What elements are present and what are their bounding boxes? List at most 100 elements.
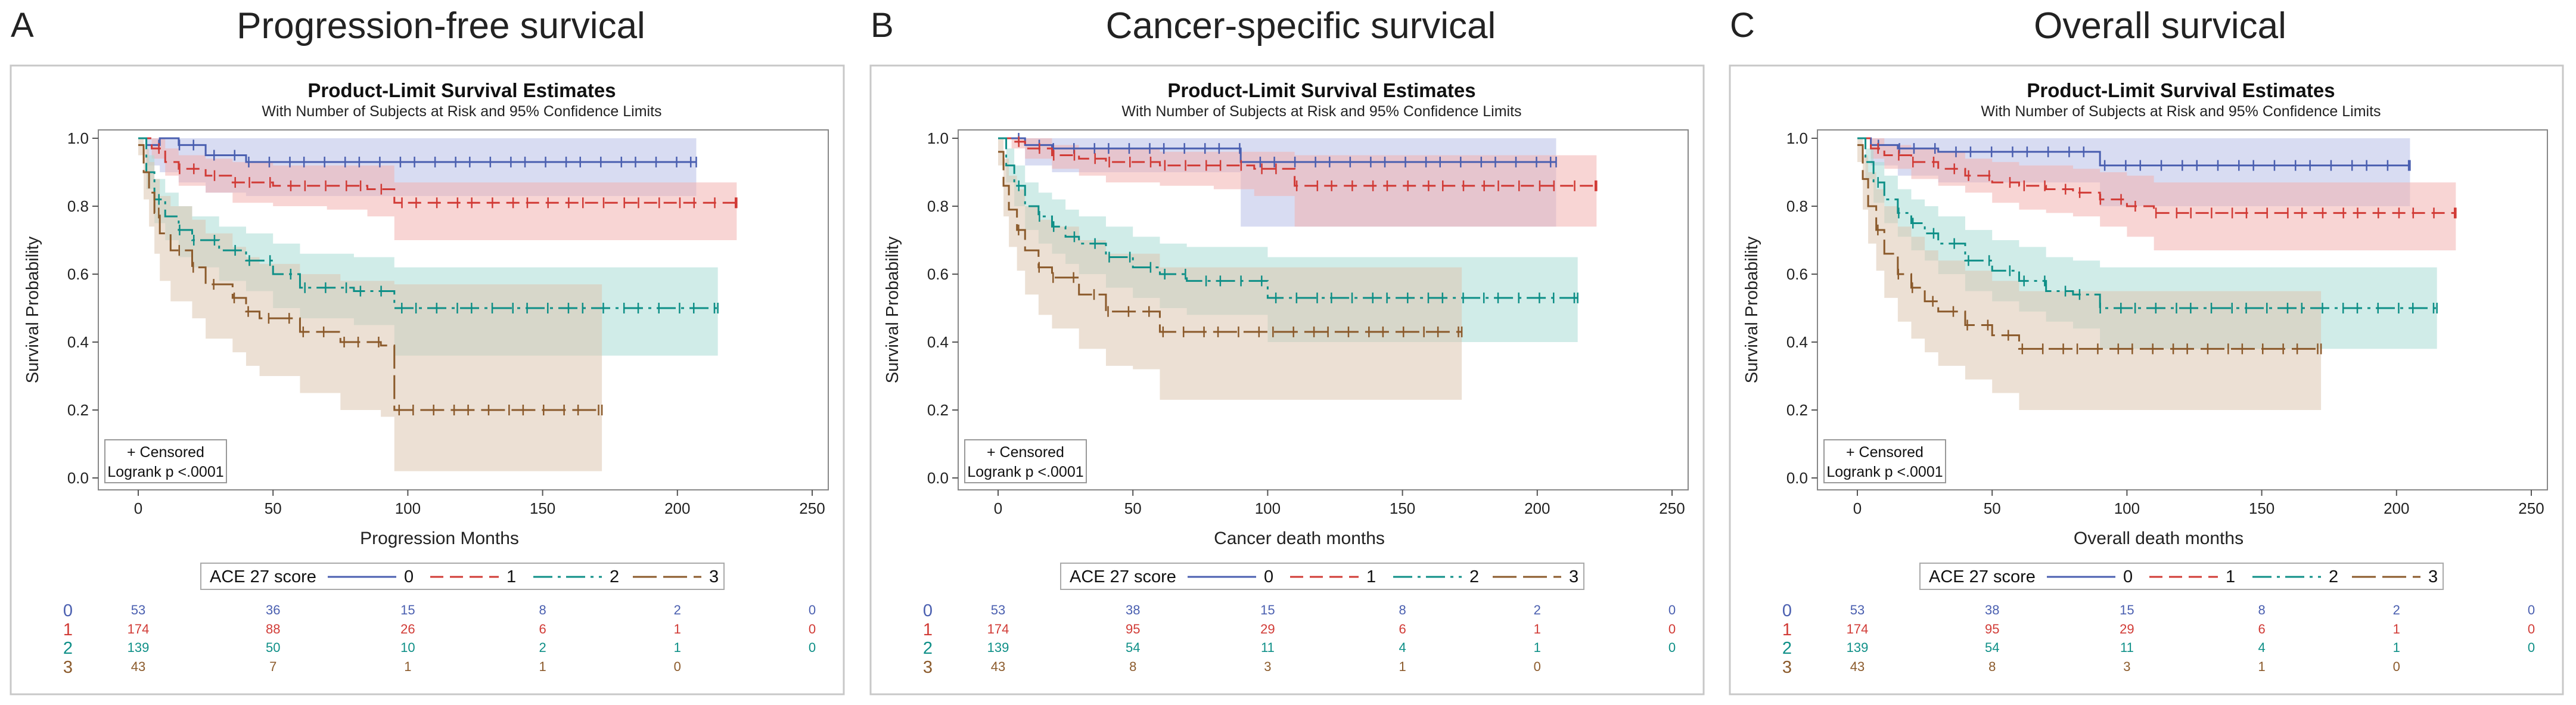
panel-header: Overall survical — [2034, 5, 2286, 46]
survival-curve-group-3 — [138, 144, 602, 411]
plot-title: Product-Limit Survival Estimates — [1167, 79, 1475, 101]
ci-band-group-3 — [998, 138, 1462, 400]
plot-area-frame — [958, 129, 1689, 490]
y-tick-label: 0.0 — [67, 469, 89, 487]
risk-value: 6 — [2258, 622, 2265, 636]
y-tick-label: 0.6 — [1786, 265, 1808, 283]
panel-c: C Overall survical Product-Limit Survival … — [1729, 5, 2564, 695]
plot-area-frame — [98, 129, 829, 490]
risk-row-label-group-3: 3 — [923, 658, 933, 677]
x-axis-label: Progression Months — [360, 529, 519, 548]
x-tick-label: 150 — [1390, 499, 1415, 517]
risk-row-label-group-2: 2 — [63, 639, 73, 658]
y-tick-label: 1.0 — [927, 129, 949, 147]
panel-letter: C — [1730, 6, 1755, 45]
risk-value: 29 — [2120, 622, 2134, 636]
x-tick-label: 200 — [664, 499, 690, 517]
legend-title: ACE 27 score — [210, 567, 316, 586]
x-tick-label: 0 — [134, 499, 142, 517]
survival-curve-group-1 — [998, 137, 1597, 187]
ci-band-group-3 — [1857, 138, 2322, 410]
legend-label-group-0: 0 — [2123, 567, 2133, 586]
x-tick-label: 200 — [2384, 499, 2409, 517]
risk-value: 0 — [1668, 602, 1676, 617]
risk-value: 0 — [809, 622, 816, 636]
risk-value: 6 — [539, 622, 546, 636]
inset-box — [1823, 439, 1946, 483]
legend-label-group-1: 1 — [2226, 567, 2235, 586]
legend-label-group-2: 2 — [2329, 567, 2338, 586]
censored-label: + Censored — [127, 444, 204, 461]
panel-a: A Progression-free survical Product-Limit … — [10, 5, 845, 695]
y-tick-label: 0.4 — [927, 333, 949, 351]
legend-label-group-2: 2 — [610, 567, 619, 586]
risk-row-label-group-3: 3 — [1782, 658, 1792, 677]
x-axis-label: Overall death months — [2074, 529, 2243, 548]
logrank-label: Logrank p <.0001 — [967, 464, 1083, 480]
panel-b: B Cancer-specific survical Product-Limit S… — [869, 5, 1705, 695]
legend-label-group-3: 3 — [2428, 567, 2438, 586]
plot-title: Product-Limit Survival Estimates — [2027, 79, 2335, 101]
risk-value: 0 — [809, 640, 816, 655]
logrank-label: Logrank p <.0001 — [107, 464, 223, 480]
risk-value: 1 — [2258, 659, 2265, 674]
risk-value: 8 — [1988, 659, 1996, 674]
survival-curve-group-2 — [998, 137, 1578, 299]
legend-label-group-2: 2 — [1469, 567, 1479, 586]
risk-value: 0 — [2528, 640, 2535, 655]
panel-header: Cancer-specific survical — [1106, 5, 1496, 46]
y-tick-label: 1.0 — [1786, 129, 1808, 147]
risk-value: 95 — [1985, 622, 1999, 636]
x-tick-label: 250 — [799, 499, 825, 517]
censored-label: + Censored — [1846, 444, 1924, 461]
survival-curve-group-1 — [1857, 137, 2456, 214]
risk-value: 0 — [809, 602, 816, 617]
x-tick-label: 100 — [395, 499, 421, 517]
survival-curve-group-3 — [1857, 144, 2322, 350]
risk-value: 0 — [2393, 659, 2400, 674]
risk-value: 0 — [2528, 602, 2535, 617]
risk-value: 53 — [131, 602, 145, 617]
risk-value: 43 — [1850, 659, 1865, 674]
y-axis-label: Survival Probability — [23, 236, 42, 383]
risk-value: 1 — [674, 622, 681, 636]
risk-value: 8 — [1399, 602, 1406, 617]
legend-label-group-0: 0 — [1264, 567, 1273, 586]
risk-value: 139 — [987, 640, 1009, 655]
risk-value: 0 — [1668, 622, 1676, 636]
risk-value: 50 — [266, 640, 280, 655]
y-tick-label: 0.8 — [1786, 197, 1808, 215]
x-tick-label: 0 — [994, 499, 1002, 517]
risk-value: 43 — [131, 659, 145, 674]
panel-letter: B — [871, 6, 894, 45]
y-tick-label: 0.6 — [67, 265, 89, 283]
y-axis-label: Survival Probability — [883, 236, 902, 383]
y-tick-label: 0.0 — [927, 469, 949, 487]
risk-row-label-group-3: 3 — [63, 658, 73, 677]
risk-value: 2 — [1534, 602, 1541, 617]
risk-value: 0 — [2528, 622, 2535, 636]
risk-value: 1 — [2393, 622, 2400, 636]
risk-value: 1 — [1399, 659, 1406, 674]
y-tick-label: 0.8 — [67, 197, 89, 215]
risk-value: 0 — [1668, 640, 1676, 655]
y-tick-label: 0.6 — [927, 265, 949, 283]
risk-row-label-group-1: 1 — [63, 620, 73, 639]
survival-curve-group-1 — [138, 137, 737, 204]
risk-value: 6 — [1399, 622, 1406, 636]
risk-value: 1 — [2393, 640, 2400, 655]
x-tick-label: 50 — [1124, 499, 1142, 517]
risk-value: 2 — [539, 640, 546, 655]
risk-value: 43 — [991, 659, 1005, 674]
y-tick-label: 1.0 — [67, 129, 89, 147]
risk-value: 88 — [266, 622, 280, 636]
y-tick-label: 0.2 — [1786, 401, 1808, 419]
risk-value: 11 — [2120, 640, 2134, 655]
inset-box — [104, 439, 227, 483]
risk-value: 7 — [269, 659, 276, 674]
x-tick-label: 150 — [2249, 499, 2274, 517]
x-tick-label: 250 — [2518, 499, 2544, 517]
legend-label-group-1: 1 — [507, 567, 516, 586]
risk-value: 54 — [1985, 640, 1999, 655]
